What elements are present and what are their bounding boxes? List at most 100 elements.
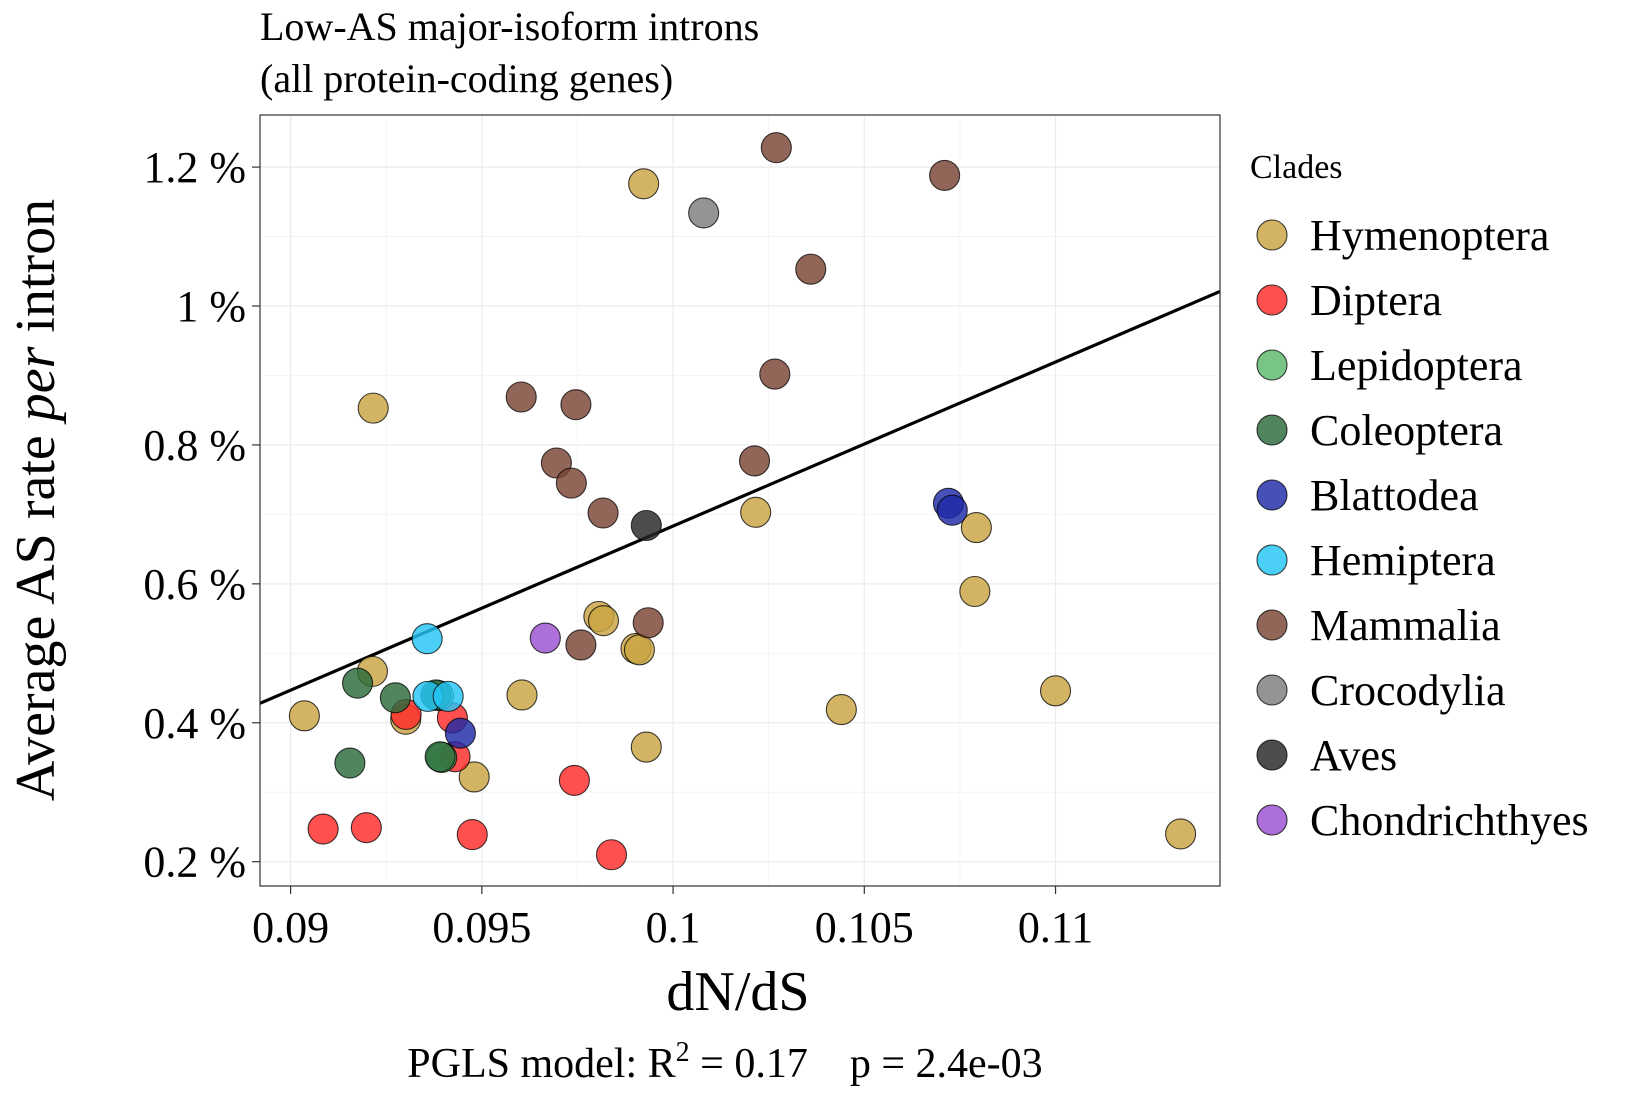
- data-point-mammalia: [929, 159, 961, 191]
- data-point-diptera: [558, 764, 590, 796]
- y-axis-title-italic: per: [5, 346, 67, 425]
- y-axis-title: Average AS rate per intron: [5, 199, 67, 801]
- plot-panel: [259, 114, 1221, 887]
- data-point-hymenoptera: [288, 700, 320, 732]
- x-tick-label: 0.1: [646, 903, 701, 952]
- x-tick-label: 0.11: [1018, 903, 1093, 952]
- legend-title: Clades: [1250, 149, 1343, 186]
- x-tick-label: 0.105: [815, 903, 914, 952]
- legend-swatch: [1256, 609, 1288, 641]
- legend-item-coleoptera: Coleoptera: [1256, 406, 1503, 455]
- data-point-hymenoptera: [1165, 818, 1197, 850]
- data-point-mammalia: [760, 132, 792, 164]
- legend-item-crocodylia: Crocodylia: [1256, 666, 1506, 715]
- legend-label: Crocodylia: [1310, 666, 1506, 715]
- data-point-mammalia: [555, 467, 587, 499]
- data-point-hymenoptera: [960, 512, 992, 544]
- caption-superscript: 2: [676, 1037, 690, 1068]
- chart-title: Low-AS major-isoform introns: [260, 4, 759, 49]
- legend: Clades Hymenoptera Diptera Lepidoptera Cole…: [1250, 149, 1589, 845]
- legend-item-hemiptera: Hemiptera: [1256, 536, 1496, 585]
- legend-label: Lepidoptera: [1310, 341, 1523, 390]
- data-point-diptera: [350, 812, 382, 844]
- data-point-diptera: [307, 813, 339, 845]
- legend-label: Diptera: [1310, 276, 1442, 325]
- data-point-hymenoptera: [458, 761, 490, 793]
- y-axis-title-prefix: Average AS rate: [5, 421, 67, 801]
- y-tick-label: 0.2 %: [143, 838, 246, 887]
- data-point-hymenoptera: [506, 679, 538, 711]
- data-point-mammalia: [632, 607, 664, 639]
- x-tick-label: 0.09: [252, 903, 329, 952]
- legend-swatch: [1256, 479, 1288, 511]
- grid: [260, 115, 1220, 886]
- caption-suffix: = 0.17 p = 2.4e-03: [690, 1041, 1043, 1087]
- legend-label: Hymenoptera: [1310, 211, 1549, 260]
- data-point-hymenoptera: [630, 731, 662, 763]
- legend-item-lepidoptera: Lepidoptera: [1256, 341, 1523, 390]
- legend-item-hymenoptera: Hymenoptera: [1256, 211, 1549, 260]
- data-point-mammalia: [738, 445, 771, 477]
- y-tick-label: 0.4 %: [143, 699, 246, 748]
- legend-item-aves: Aves: [1256, 731, 1397, 780]
- data-point-mammalia: [505, 381, 537, 413]
- legend-label: Mammalia: [1310, 601, 1501, 650]
- legend-label: Aves: [1310, 731, 1397, 780]
- data-point-blattodea: [936, 494, 968, 526]
- data-point-hymenoptera: [959, 575, 991, 608]
- legend-swatch: [1256, 804, 1288, 836]
- y-tick-label: 1 %: [176, 282, 246, 331]
- x-axis-title: dN/dS: [666, 961, 809, 1023]
- legend-swatch: [1256, 219, 1288, 251]
- data-point-coleoptera: [341, 667, 374, 699]
- data-point-mammalia: [587, 497, 619, 529]
- data-point-hymenoptera: [357, 392, 389, 424]
- data-point-crocodylia: [688, 197, 720, 229]
- x-axis: 0.09 0.095 0.1 0.105 0.11: [252, 886, 1093, 952]
- legend-label: Hemiptera: [1310, 536, 1496, 585]
- regression-line: [259, 289, 1221, 705]
- data-point-hymenoptera: [587, 605, 620, 637]
- legend-swatch: [1256, 284, 1288, 316]
- data-point-coleoptera: [379, 682, 411, 714]
- data-point-mammalia: [795, 253, 827, 285]
- legend-item-diptera: Diptera: [1256, 276, 1442, 325]
- legend-item-chondrichthyes: Chondrichthyes: [1256, 796, 1589, 845]
- data-point-hymenoptera: [825, 694, 857, 726]
- legend-swatch: [1256, 674, 1288, 706]
- y-axis: 0.2 % 0.4 % 0.6 % 0.8 % 1 % 1.2 %: [143, 143, 260, 887]
- caption: PGLS model: R2 = 0.17 p = 2.4e-03: [407, 1037, 1042, 1087]
- caption-prefix: PGLS model: R: [407, 1041, 675, 1087]
- data-point-mammalia: [759, 358, 791, 390]
- data-point-hemiptera: [432, 680, 464, 712]
- data-point-blattodea: [444, 717, 476, 749]
- data-point-aves: [630, 509, 662, 542]
- legend-item-blattodea: Blattodea: [1256, 471, 1479, 520]
- chart-subtitle: (all protein-coding genes): [260, 56, 673, 101]
- points-layer: [288, 132, 1197, 871]
- regression-layer: [259, 289, 1221, 705]
- legend-swatch: [1256, 349, 1288, 381]
- legend-label: Coleoptera: [1310, 406, 1503, 455]
- data-point-hymenoptera: [623, 634, 655, 666]
- y-tick-label: 0.6 %: [143, 560, 246, 609]
- y-axis-title-suffix: intron: [5, 199, 67, 347]
- data-point-coleoptera: [424, 741, 456, 773]
- legend-swatch: [1256, 414, 1288, 446]
- legend-swatch: [1256, 544, 1288, 576]
- y-tick-label: 1.2 %: [143, 143, 246, 192]
- legend-item-mammalia: Mammalia: [1256, 601, 1501, 650]
- data-point-mammalia: [560, 389, 592, 421]
- data-point-coleoptera: [334, 747, 366, 779]
- y-tick-label: 0.8 %: [143, 421, 246, 470]
- data-point-hymenoptera: [740, 496, 772, 528]
- data-point-chondrichthyes: [529, 622, 561, 654]
- data-point-diptera: [595, 839, 628, 871]
- legend-label: Chondrichthyes: [1310, 796, 1589, 845]
- data-point-hymenoptera: [1039, 675, 1072, 707]
- data-point-mammalia: [565, 629, 597, 661]
- data-point-hymenoptera: [628, 168, 660, 200]
- x-tick-label: 0.095: [432, 903, 531, 952]
